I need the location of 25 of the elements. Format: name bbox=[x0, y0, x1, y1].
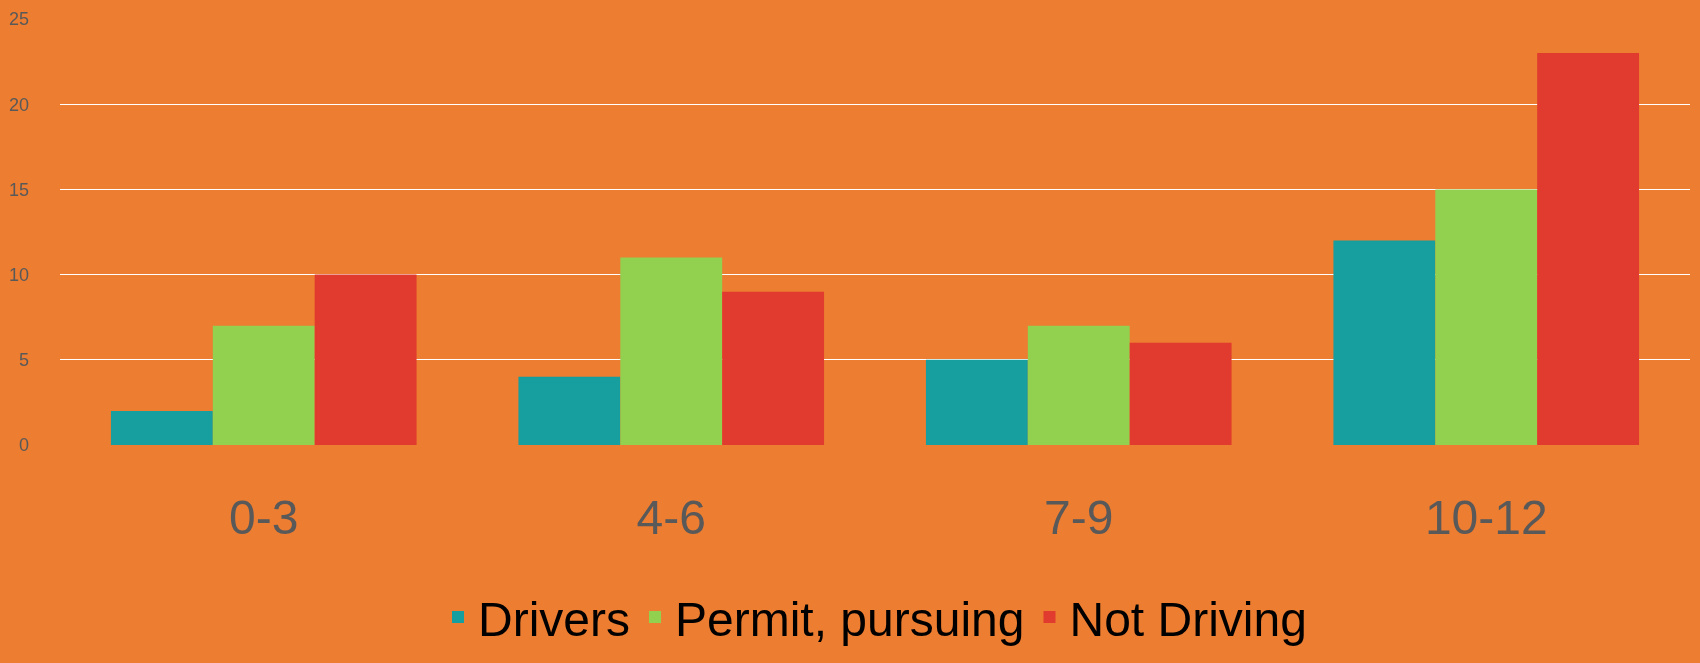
x-tick-label: 7-9 bbox=[1044, 491, 1114, 544]
legend-label: Drivers bbox=[478, 592, 630, 646]
bar bbox=[518, 376, 621, 445]
bar bbox=[1435, 189, 1538, 445]
y-tick-label: 20 bbox=[8, 94, 29, 115]
x-tick-label: 10-12 bbox=[1424, 491, 1548, 544]
bar bbox=[110, 410, 213, 445]
legend-label: Permit, pursuing bbox=[675, 592, 1025, 646]
y-tick-label: 25 bbox=[8, 9, 29, 30]
x-tick-label: 4-6 bbox=[636, 491, 706, 544]
bar bbox=[620, 257, 723, 445]
bar bbox=[1537, 53, 1640, 445]
y-tick-label: 0 bbox=[18, 435, 29, 456]
legend-label: Not Driving bbox=[1069, 592, 1307, 646]
bar bbox=[314, 274, 417, 445]
bar bbox=[1333, 240, 1436, 445]
bar bbox=[212, 325, 315, 445]
x-tick-label: 0-3 bbox=[229, 491, 299, 544]
y-tick-label: 10 bbox=[8, 264, 29, 285]
y-tick-label: 15 bbox=[8, 179, 29, 200]
bar bbox=[1129, 342, 1232, 445]
bar bbox=[1027, 325, 1130, 445]
bar bbox=[925, 359, 1028, 445]
bar bbox=[722, 291, 825, 445]
y-tick-label: 5 bbox=[18, 350, 29, 371]
